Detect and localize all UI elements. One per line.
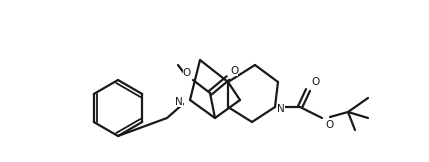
Text: O: O bbox=[183, 68, 191, 78]
Text: N: N bbox=[175, 97, 183, 107]
Text: O: O bbox=[230, 66, 238, 76]
Text: O: O bbox=[311, 77, 319, 87]
Text: O: O bbox=[325, 120, 333, 130]
Text: N: N bbox=[277, 104, 285, 114]
